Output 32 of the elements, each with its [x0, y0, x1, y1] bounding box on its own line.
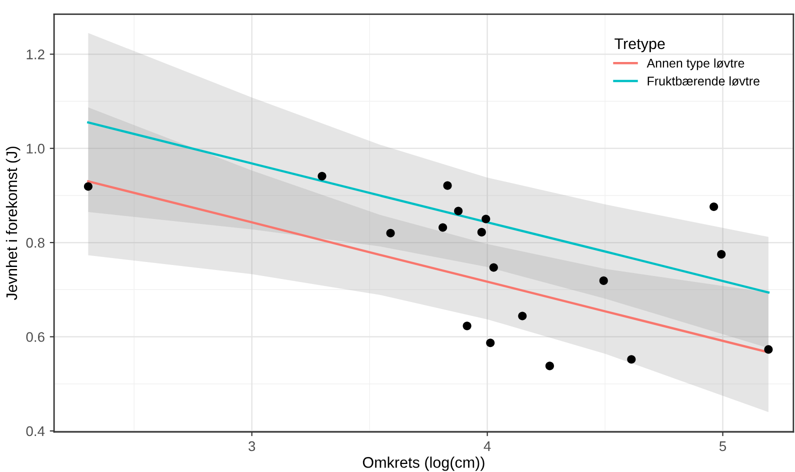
point — [438, 223, 448, 232]
line-series — [87, 121, 770, 294]
point — [486, 338, 495, 348]
point — [443, 181, 452, 190]
legend-label: Fruktbærende løvtre — [648, 76, 760, 86]
x-tick-label: 3 — [248, 441, 256, 452]
y-tick-label: 0.8 — [26, 238, 44, 248]
point — [717, 250, 726, 259]
x-tick-label: 4 — [484, 441, 491, 451]
y-axis-title: Jevnhet i forekomst (J) — [6, 146, 20, 300]
point — [482, 214, 490, 224]
point — [518, 312, 527, 320]
point — [627, 355, 636, 364]
point — [489, 263, 498, 272]
point — [386, 228, 395, 238]
point — [318, 172, 326, 180]
point — [710, 202, 718, 212]
point — [764, 345, 773, 354]
y-tick-label: 0.6 — [26, 332, 44, 342]
x-tick-label: 5 — [719, 441, 726, 452]
point — [599, 276, 608, 285]
x-axis-title: Omkrets (log(cm)) — [362, 456, 484, 471]
point — [84, 182, 92, 191]
y-tick-label: 1.0 — [26, 144, 44, 154]
point — [545, 362, 554, 370]
y-tick-label: 1.2 — [26, 50, 44, 60]
point — [454, 206, 463, 216]
legend-label: Annen type løvtre — [646, 58, 744, 70]
point — [462, 322, 472, 330]
point — [477, 228, 486, 236]
y-tick-label: 0.4 — [26, 426, 45, 436]
legend-title: Tretype — [614, 38, 665, 52]
